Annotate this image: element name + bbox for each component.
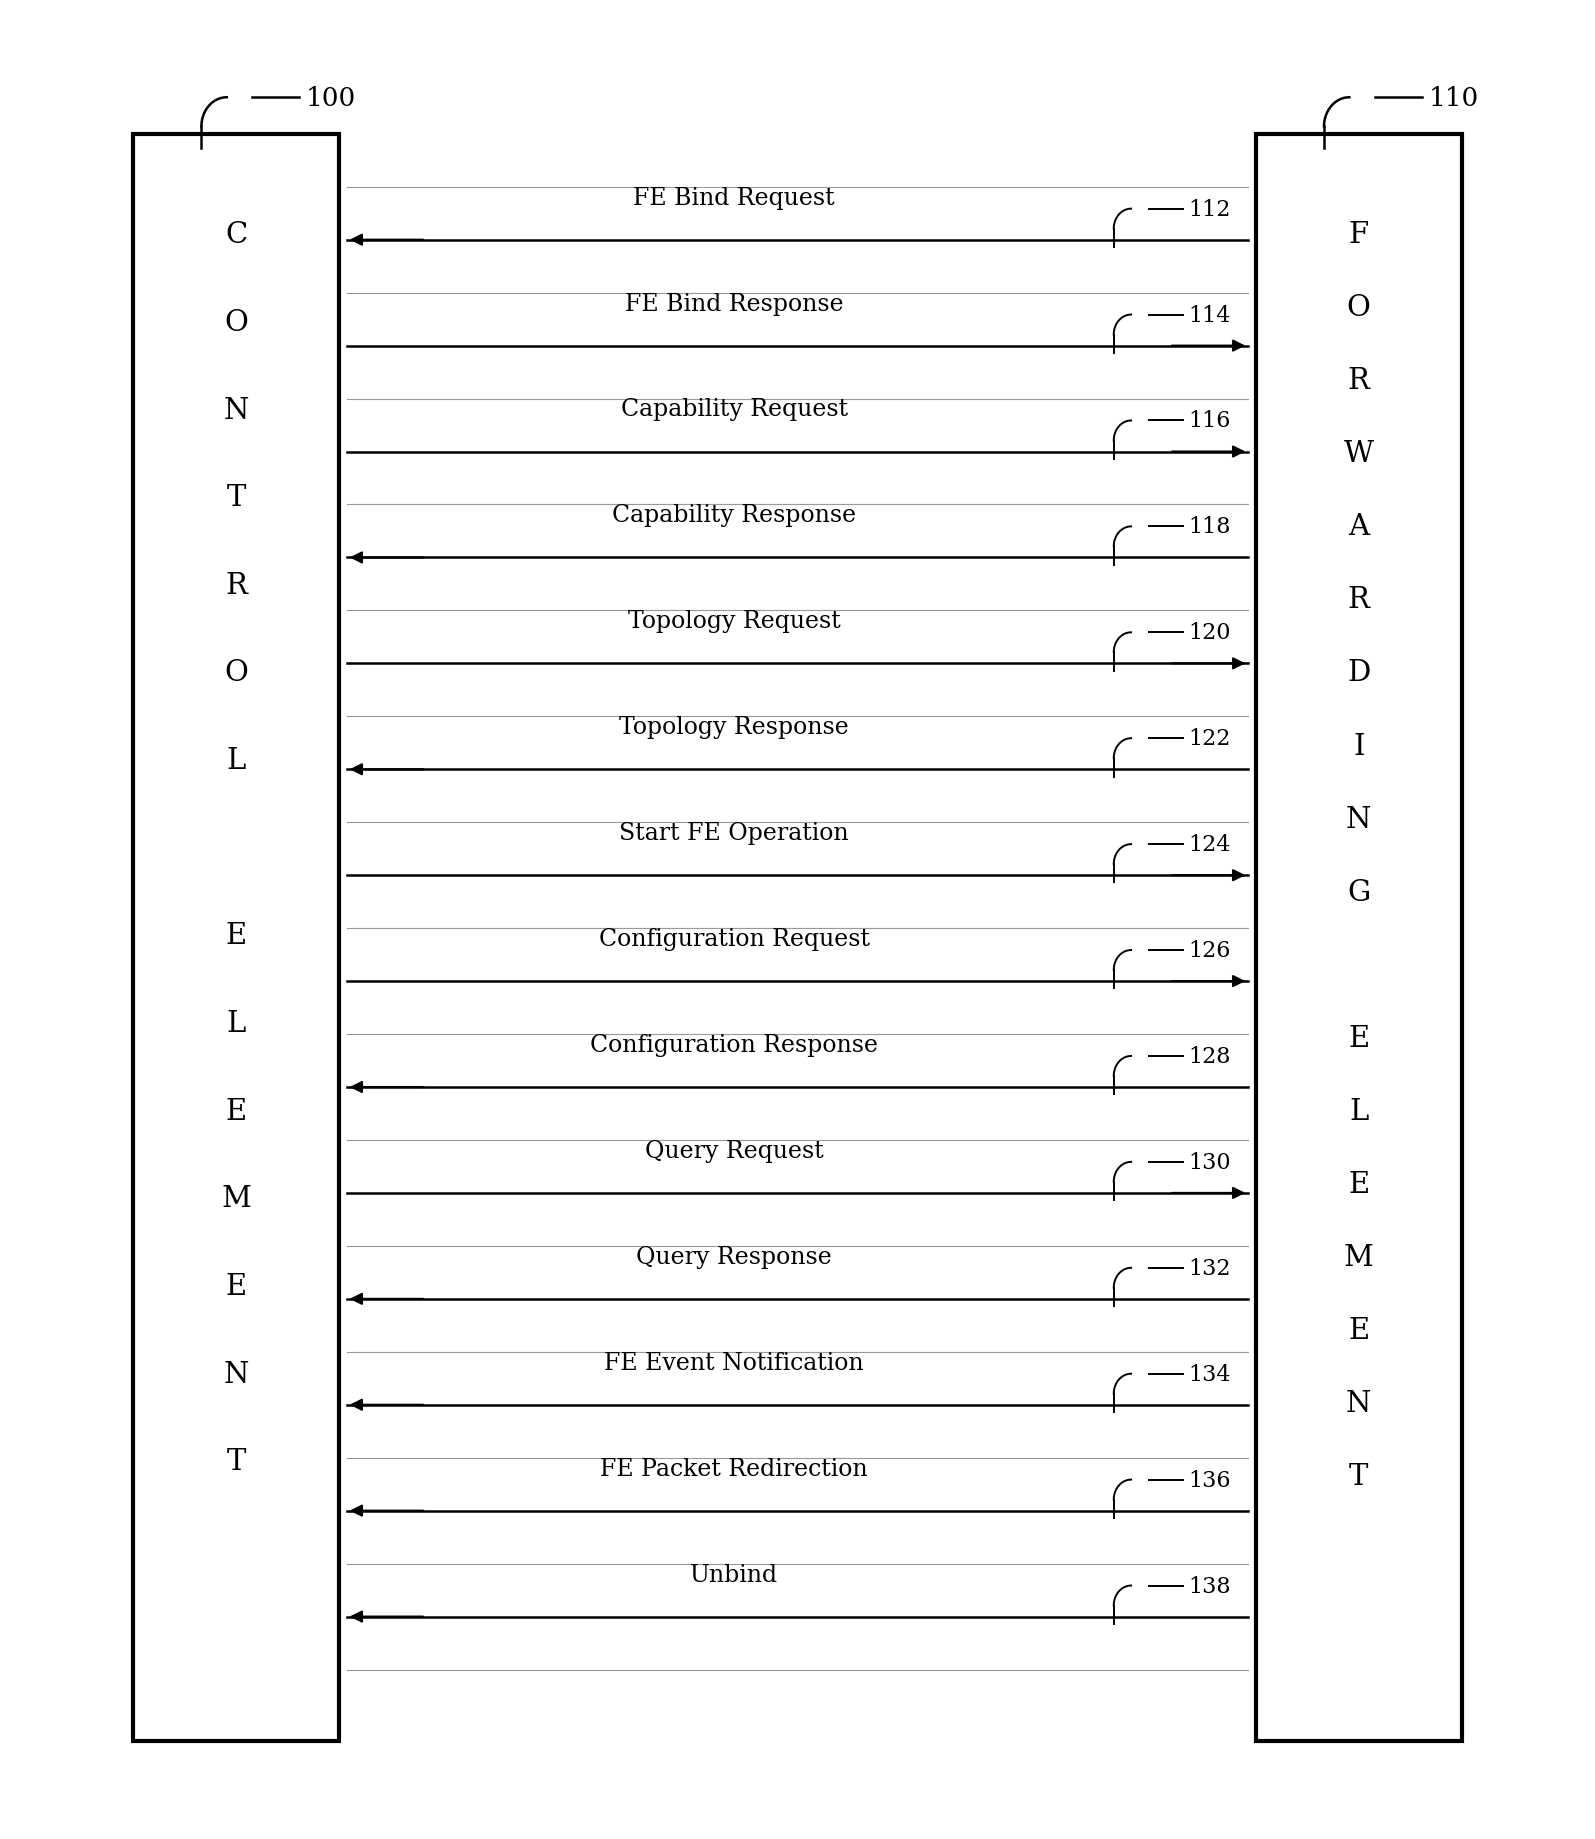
Text: 126: 126 bbox=[1188, 940, 1230, 962]
Text: 136: 136 bbox=[1188, 1469, 1230, 1491]
Text: F: F bbox=[1349, 221, 1369, 248]
Text: N: N bbox=[1346, 805, 1372, 833]
Text: W: W bbox=[1345, 440, 1373, 469]
Text: 130: 130 bbox=[1188, 1151, 1231, 1173]
Text: M: M bbox=[222, 1184, 250, 1212]
Text: 124: 124 bbox=[1188, 833, 1230, 855]
Text: Topology Request: Topology Request bbox=[628, 611, 841, 633]
Text: 116: 116 bbox=[1188, 410, 1230, 432]
Text: O: O bbox=[1346, 294, 1370, 322]
Text: T: T bbox=[226, 1447, 246, 1475]
Text: T: T bbox=[1349, 1462, 1369, 1490]
Text: E: E bbox=[1348, 1170, 1370, 1199]
Text: O: O bbox=[225, 309, 249, 337]
Text: Configuration Response: Configuration Response bbox=[590, 1034, 879, 1056]
Text: A: A bbox=[1348, 513, 1370, 541]
Text: R: R bbox=[1348, 587, 1370, 614]
Text: R: R bbox=[1348, 368, 1370, 395]
Text: O: O bbox=[225, 658, 249, 688]
Text: 132: 132 bbox=[1188, 1258, 1230, 1280]
Text: E: E bbox=[225, 921, 247, 951]
Text: M: M bbox=[1345, 1243, 1373, 1271]
FancyBboxPatch shape bbox=[1255, 134, 1461, 1742]
Text: 114: 114 bbox=[1188, 305, 1230, 326]
Text: R: R bbox=[225, 572, 247, 600]
FancyBboxPatch shape bbox=[134, 134, 340, 1742]
Text: Capability Request: Capability Request bbox=[620, 399, 849, 421]
Text: 138: 138 bbox=[1188, 1574, 1231, 1596]
Text: 134: 134 bbox=[1188, 1363, 1230, 1385]
Text: 100: 100 bbox=[306, 86, 356, 110]
Text: 128: 128 bbox=[1188, 1045, 1230, 1067]
Text: N: N bbox=[223, 395, 249, 425]
Text: L: L bbox=[226, 747, 246, 774]
Text: I: I bbox=[1353, 732, 1365, 760]
Text: 112: 112 bbox=[1188, 199, 1230, 221]
Text: 110: 110 bbox=[1429, 86, 1479, 110]
Text: N: N bbox=[223, 1361, 249, 1388]
Text: C: C bbox=[225, 221, 247, 248]
Text: Capability Response: Capability Response bbox=[612, 504, 857, 528]
Text: D: D bbox=[1348, 658, 1370, 688]
Text: FE Event Notification: FE Event Notification bbox=[605, 1352, 864, 1374]
Text: Query Request: Query Request bbox=[644, 1138, 823, 1162]
Text: 118: 118 bbox=[1188, 517, 1230, 539]
Text: T: T bbox=[226, 484, 246, 511]
Text: FE Bind Request: FE Bind Request bbox=[633, 186, 836, 210]
Text: Unbind: Unbind bbox=[691, 1563, 778, 1585]
Text: L: L bbox=[1349, 1098, 1369, 1125]
Text: L: L bbox=[226, 1010, 246, 1037]
Text: N: N bbox=[1346, 1388, 1372, 1418]
Text: E: E bbox=[225, 1098, 247, 1125]
Text: FE Bind Response: FE Bind Response bbox=[625, 292, 844, 314]
Text: 120: 120 bbox=[1188, 622, 1230, 644]
Text: Query Response: Query Response bbox=[636, 1245, 833, 1269]
Text: 122: 122 bbox=[1188, 728, 1230, 750]
Text: E: E bbox=[225, 1273, 247, 1300]
Text: G: G bbox=[1348, 879, 1370, 907]
Text: Topology Response: Topology Response bbox=[619, 715, 849, 739]
Text: Configuration Request: Configuration Request bbox=[598, 927, 869, 951]
Text: E: E bbox=[1348, 1024, 1370, 1052]
Text: FE Packet Redirection: FE Packet Redirection bbox=[600, 1456, 868, 1480]
Text: E: E bbox=[1348, 1317, 1370, 1344]
Text: Start FE Operation: Start FE Operation bbox=[619, 822, 849, 844]
